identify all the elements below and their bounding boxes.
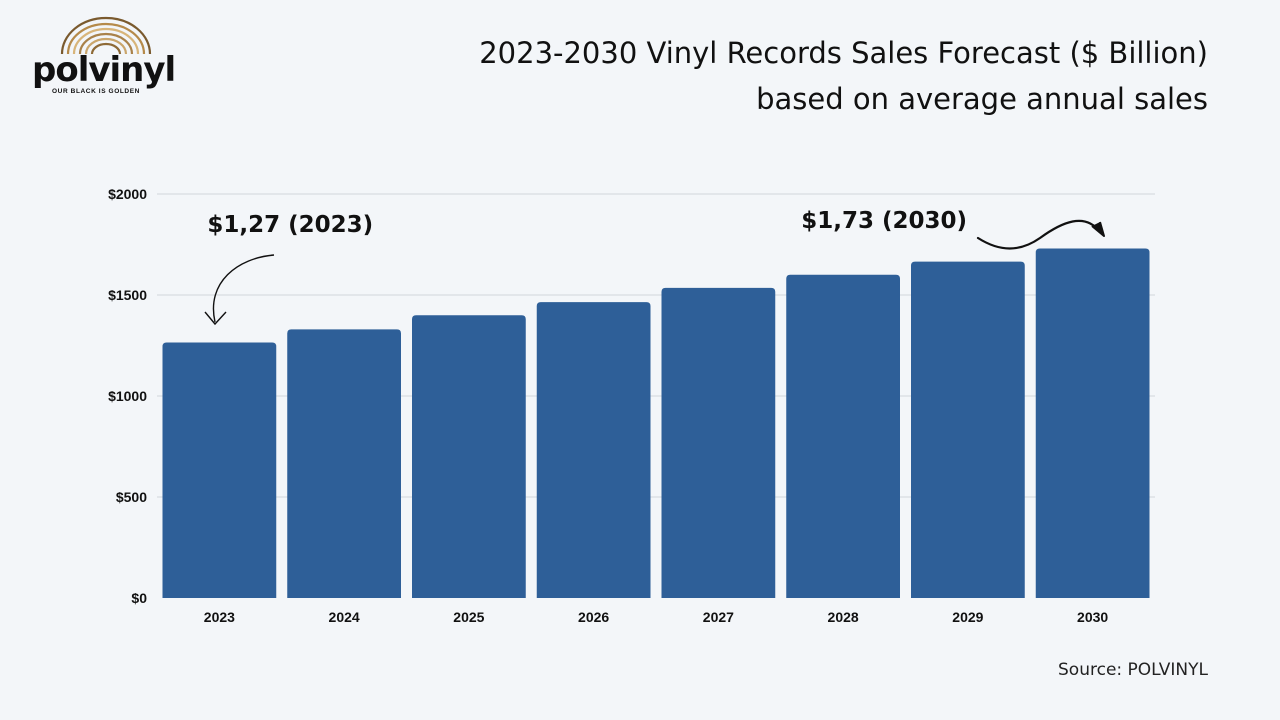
logo-wordmark: polvinyl <box>32 50 176 90</box>
x-tick-label: 2026 <box>578 609 609 625</box>
annotation-arrowhead-2023 <box>204 311 227 326</box>
bar <box>661 287 776 598</box>
x-tick-label: 2028 <box>828 609 859 625</box>
logo-arcs-icon <box>60 16 152 55</box>
bar <box>412 315 526 598</box>
annotation-arrow-2023 <box>212 254 275 323</box>
y-tick-label: $2000 <box>108 186 147 202</box>
annotation-label: $1,27 (2023) <box>207 212 373 238</box>
y-tick-label: $1500 <box>108 287 147 303</box>
bar <box>287 329 401 598</box>
bar <box>536 302 651 598</box>
bar <box>1035 248 1150 599</box>
y-tick-label: $1000 <box>108 388 147 404</box>
x-tick-label: 2029 <box>952 609 983 625</box>
logo-tagline: OUR BLACK IS GOLDEN <box>52 88 140 95</box>
title-line-1: 2023-2030 Vinyl Records Sales Forecast (… <box>479 36 1208 70</box>
chart-title: 2023-2030 Vinyl Records Sales Forecast (… <box>479 30 1208 122</box>
x-tick-label: 2027 <box>703 609 734 625</box>
x-tick-label: 2023 <box>204 609 235 625</box>
logo: polvinyl OUR BLACK IS GOLDEN <box>28 14 188 104</box>
bar <box>162 342 277 598</box>
y-tick-label: $0 <box>131 590 147 606</box>
x-tick-label: 2024 <box>329 609 360 625</box>
source-note: Source: POLVINYL <box>1058 660 1208 680</box>
bar <box>911 261 1025 598</box>
annotation-arrow-2030 <box>976 219 1102 250</box>
x-tick-label: 2030 <box>1077 609 1108 625</box>
bar <box>786 274 900 598</box>
annotation-arrowhead-2030 <box>1091 221 1105 237</box>
y-tick-label: $500 <box>116 489 147 505</box>
title-line-2: based on average annual sales <box>756 82 1208 116</box>
annotation-label: $1,73 (2030) <box>801 208 967 234</box>
x-tick-label: 2025 <box>453 609 484 625</box>
